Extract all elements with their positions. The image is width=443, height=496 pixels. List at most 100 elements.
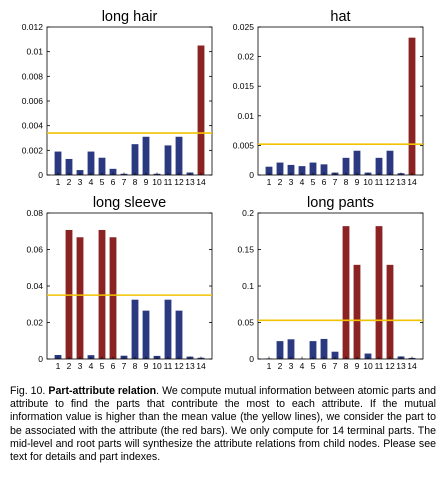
y-tick-label: 0.05 — [237, 318, 254, 328]
x-tick-label: 4 — [300, 361, 305, 371]
y-tick-label: 0.06 — [26, 245, 43, 255]
x-tick-label: 10 — [363, 361, 373, 371]
x-tick-label: 14 — [407, 361, 417, 371]
x-tick-label: 5 — [100, 177, 105, 187]
bar — [55, 152, 62, 175]
y-tick-label: 0.04 — [26, 281, 43, 291]
y-tick-label: 0.02 — [237, 52, 254, 62]
bar — [387, 265, 394, 359]
x-tick-label: 12 — [385, 177, 395, 187]
x-tick-label: 1 — [267, 361, 272, 371]
x-tick-label: 7 — [333, 177, 338, 187]
x-tick-label: 8 — [344, 177, 349, 187]
x-tick-label: 8 — [133, 177, 138, 187]
y-tick-label: 0.006 — [22, 96, 44, 106]
axes-frame — [258, 213, 423, 359]
y-tick-label: 0.008 — [22, 71, 44, 81]
x-tick-label: 2 — [278, 177, 283, 187]
chart-title: long hair — [102, 9, 158, 25]
x-tick-label: 14 — [407, 177, 417, 187]
bar — [132, 144, 139, 175]
caption-title: Part-attribute relation — [48, 385, 156, 397]
y-tick-label: 0 — [249, 170, 254, 180]
bar — [310, 341, 317, 359]
x-tick-label: 10 — [152, 177, 162, 187]
x-tick-label: 6 — [111, 361, 116, 371]
x-tick-label: 12 — [385, 361, 395, 371]
y-tick-label: 0.1 — [242, 281, 254, 291]
x-tick-label: 11 — [375, 361, 384, 371]
x-tick-label: 2 — [67, 177, 72, 187]
bar — [143, 311, 150, 359]
bar — [143, 137, 150, 175]
chart-title: long pants — [307, 195, 374, 211]
y-tick-label: 0.005 — [233, 140, 255, 150]
bar — [409, 38, 416, 175]
x-tick-label: 11 — [164, 361, 173, 371]
y-tick-label: 0.025 — [233, 22, 255, 32]
chart-title: long sleeve — [93, 195, 166, 211]
bar — [387, 151, 394, 175]
y-tick-label: 0.01 — [237, 111, 254, 121]
x-tick-label: 3 — [78, 361, 83, 371]
x-tick-label: 3 — [289, 177, 294, 187]
x-tick-label: 1 — [56, 361, 61, 371]
bar — [88, 152, 95, 175]
bar — [99, 158, 106, 175]
x-tick-label: 1 — [56, 177, 61, 187]
axes-frame — [258, 27, 423, 175]
bar — [321, 339, 328, 359]
x-tick-label: 14 — [196, 361, 206, 371]
bar — [343, 226, 350, 359]
x-tick-label: 4 — [89, 177, 94, 187]
bar — [176, 311, 183, 359]
bar — [288, 339, 295, 359]
chart-title: hat — [330, 9, 350, 25]
x-tick-label: 2 — [67, 361, 72, 371]
y-tick-label: 0.002 — [22, 145, 44, 155]
x-tick-label: 9 — [144, 361, 149, 371]
x-tick-label: 11 — [164, 177, 173, 187]
bar — [376, 226, 383, 359]
x-tick-label: 7 — [333, 361, 338, 371]
x-tick-label: 9 — [355, 177, 360, 187]
y-tick-label: 0.01 — [26, 47, 43, 57]
y-tick-label: 0 — [249, 354, 254, 364]
bar — [277, 341, 284, 359]
x-tick-label: 12 — [174, 177, 184, 187]
x-tick-label: 11 — [375, 177, 384, 187]
x-tick-label: 8 — [344, 361, 349, 371]
x-tick-label: 4 — [300, 177, 305, 187]
y-tick-label: 0.012 — [22, 22, 44, 32]
bar — [110, 237, 117, 359]
x-tick-label: 10 — [152, 361, 162, 371]
x-tick-label: 10 — [363, 177, 373, 187]
x-tick-label: 12 — [174, 361, 184, 371]
x-tick-label: 14 — [196, 177, 206, 187]
x-tick-label: 5 — [100, 361, 105, 371]
x-tick-label: 9 — [355, 361, 360, 371]
y-tick-label: 0.15 — [237, 245, 254, 255]
bar — [376, 158, 383, 175]
x-tick-label: 6 — [322, 361, 327, 371]
x-tick-label: 9 — [144, 177, 149, 187]
bar — [198, 46, 205, 176]
x-tick-label: 13 — [396, 361, 406, 371]
bar — [77, 237, 84, 359]
y-tick-label: 0.004 — [22, 121, 44, 131]
caption-label: Fig. 10. — [10, 385, 45, 397]
x-tick-label: 3 — [289, 361, 294, 371]
y-tick-label: 0.015 — [233, 81, 255, 91]
x-tick-label: 4 — [89, 361, 94, 371]
x-tick-label: 13 — [396, 177, 406, 187]
x-tick-label: 7 — [122, 361, 127, 371]
y-tick-label: 0 — [38, 354, 43, 364]
bar — [165, 300, 172, 359]
y-tick-label: 0.02 — [26, 318, 43, 328]
x-tick-label: 6 — [111, 177, 116, 187]
x-tick-label: 3 — [78, 177, 83, 187]
axes-frame — [47, 27, 212, 175]
x-tick-label: 2 — [278, 361, 283, 371]
bar — [354, 151, 361, 175]
figure-caption: Fig. 10. Part-attribute relation. We com… — [10, 385, 436, 464]
